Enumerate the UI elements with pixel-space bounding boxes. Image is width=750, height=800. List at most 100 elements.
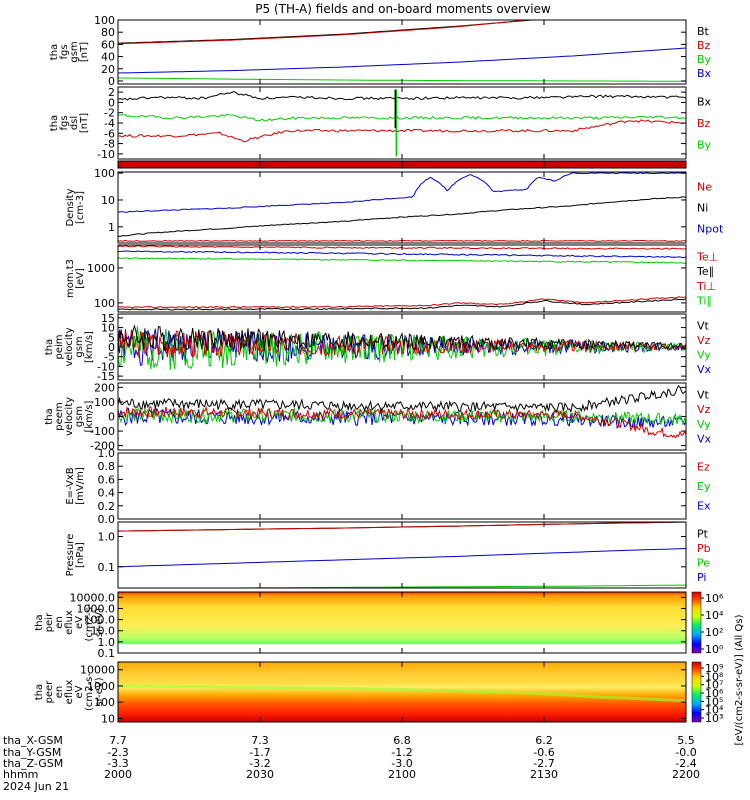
legend-entry: Vy: [697, 348, 711, 361]
legend-entry: Vz: [697, 403, 711, 416]
x-tick-label: 6.2: [535, 734, 553, 747]
y-tick-label: 0: [108, 75, 115, 88]
y-axis-label-line: eV: [74, 616, 85, 629]
y-tick-label: 1.0: [98, 636, 116, 649]
x-row-label: hhmm: [3, 768, 38, 781]
x-tick-label: -1.2: [391, 746, 412, 759]
y-tick-label: 1.0: [98, 530, 116, 543]
legend-entry: Ne: [697, 181, 712, 194]
legend-entry: Ex: [697, 499, 711, 512]
colorbar-tick-label: 10²: [705, 626, 723, 639]
y-tick-label: -10: [97, 148, 115, 161]
y-axis-label-line: tha: [44, 408, 55, 424]
colorbar-electron: [691, 661, 702, 723]
series-line: [117, 385, 687, 414]
y-tick-label: 10.0: [91, 625, 116, 638]
legend-entry: Te⊥: [696, 250, 718, 263]
legend-entry: By: [697, 138, 712, 151]
y-tick-label: 0.6: [98, 473, 116, 486]
y-tick-label: 100: [94, 396, 115, 409]
y-tick-label: 0: [108, 411, 115, 424]
x-tick-label: 2200: [672, 768, 700, 781]
y-tick-label: 1: [108, 221, 115, 234]
series-line: [117, 326, 687, 371]
y-axis-label-line: velocity: [64, 327, 75, 366]
y-axis-label-line: fgs: [59, 44, 70, 59]
panel-frame: [117, 171, 687, 244]
x-tick-label: -0.6: [533, 746, 554, 759]
y-tick-label: -10: [97, 360, 115, 373]
legend-entry: Ey: [697, 480, 711, 493]
colorbar-tick-label: 10⁴: [705, 609, 724, 622]
y-tick-label: 40: [101, 51, 115, 64]
y-axis-label-line: en: [54, 686, 65, 699]
series-line: [118, 119, 687, 143]
y-tick-label: 0.1: [98, 647, 116, 660]
y-axis-label: mom.t3 [eV]: [65, 259, 86, 298]
legend-entry: Ti∥: [696, 295, 712, 308]
x-tick-label: 6.8: [393, 734, 411, 747]
legend-entry: Bt: [697, 25, 710, 38]
y-tick-label: 20: [101, 63, 115, 76]
series-line: [117, 196, 687, 237]
legend-entry: By: [697, 53, 712, 66]
spectrogram-band: [117, 684, 687, 703]
y-tick-label: 80: [101, 26, 115, 39]
y-tick-label: 0: [108, 341, 115, 354]
y-axis-label-line: peer: [44, 680, 55, 704]
y-axis-label: tha peer en eflux eV (cm2-s-sr-eV): [34, 673, 105, 711]
x-row-label: tha_Z-GSM: [3, 757, 63, 770]
x-row-label: tha_Y-GSM: [3, 746, 61, 759]
y-axis-label-line: Density: [65, 188, 76, 226]
y-axis-label-line: tha: [44, 339, 55, 355]
y-tick-label: -2: [104, 107, 115, 120]
y-axis-label-line: (cm2-s-: [84, 603, 95, 641]
y-axis-label-line: dsl: [69, 116, 80, 130]
y-axis-label-line: [mV/m]: [75, 467, 86, 505]
panel-frame: [117, 452, 687, 520]
legend-entry: Npot: [697, 223, 724, 236]
x-tick-label: -2.3: [107, 746, 128, 759]
legend-entry: Bz: [697, 117, 711, 130]
y-tick-label: -15: [97, 370, 115, 383]
y-axis-label-line: [eV]: [75, 268, 86, 289]
y-tick-label: 100: [94, 297, 115, 310]
y-tick-label: 10: [101, 322, 115, 335]
colorbar-tick-label: 10³: [705, 712, 723, 725]
y-axis-label: tha fgs dsl [nT]: [49, 113, 90, 133]
y-tick-label: 100.0: [84, 614, 116, 627]
y-axis-label-line: gsm: [74, 406, 85, 427]
panel-peem: -200 -1000 100 200 tha peem velocity gsm [km/s] V…: [44, 381, 712, 452]
series-line: [117, 257, 686, 264]
y-axis-label-line: E=-VxB: [65, 467, 76, 504]
y-axis-label: Pressure [nPa]: [65, 534, 86, 577]
y-axis-label: tha peir en eflux eV (cm2-s-sr-eV): [34, 603, 105, 641]
x-tick-label: -0.0: [675, 746, 696, 759]
y-tick-label: 10: [101, 194, 115, 207]
legend-entry: Pe: [697, 556, 710, 569]
series-line: [117, 47, 687, 74]
x-tick-label: 2130: [530, 768, 558, 781]
y-axis-label-line: fgs: [59, 115, 70, 130]
y-axis-label-line: peim: [54, 334, 65, 359]
y-tick-label: 0.1: [98, 561, 116, 574]
y-axis-label-line: sr-eV): [94, 677, 105, 706]
y-axis-label-line: eflux: [64, 610, 75, 635]
legend-entry: Bz: [697, 39, 711, 52]
series-line: [118, 113, 687, 122]
y-tick-label: 2: [108, 86, 115, 99]
colorbar-tick-label: 10⁹: [705, 662, 723, 675]
y-tick-label: 10: [101, 712, 115, 725]
legend-entry: Pb: [697, 542, 711, 555]
colorbar-tick-label: 10⁵: [705, 695, 723, 708]
y-tick-label: -5: [104, 351, 115, 364]
x-tick-label: -3.2: [249, 757, 270, 770]
panel-frame: [117, 521, 687, 589]
y-tick-label: 100: [94, 14, 115, 27]
colorbar-ion: [691, 591, 702, 654]
legend-entry: Vy: [697, 418, 711, 431]
y-tick-label: 0: [108, 96, 115, 109]
legend-entry: Vx: [697, 433, 712, 446]
y-tick-label: 100: [94, 696, 115, 709]
